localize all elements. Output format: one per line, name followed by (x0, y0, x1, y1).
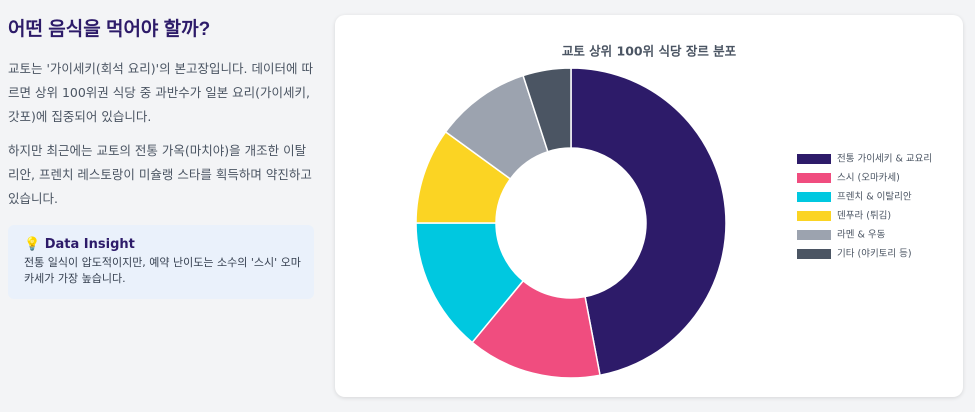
legend-label: 기타 (야키토리 등) (837, 249, 912, 260)
pie-slice (522, 67, 572, 153)
pie-slice (570, 67, 727, 377)
legend-label: 스시 (오마카세) (837, 173, 900, 184)
legend-label: 덴푸라 (튀김) (837, 210, 891, 222)
chart-title: 교토 상위 100위 식당 장르 분포 (562, 44, 737, 59)
page-title: 어떤 음식을 먹어야 할까? (8, 19, 211, 40)
insight-icon: 💡 (24, 237, 41, 252)
legend-label: 라멘 & 우동 (837, 230, 886, 241)
insight-text: 전통 일식이 압도적이지만, 예약 난이도는 소수의 '스시' 오마카세가 가장… (24, 256, 301, 285)
legend-swatch (797, 211, 831, 221)
legend-swatch (797, 192, 831, 202)
legend-swatch (797, 154, 831, 164)
insight-box: 💡 Data Insight 전통 일식이 압도적이지만, 예약 난이도는 소수… (8, 225, 314, 299)
legend-swatch (797, 173, 831, 183)
insight-heading: Data Insight (44, 237, 135, 252)
insight-title: 💡 Data Insight (24, 237, 304, 252)
legend-swatch (797, 230, 831, 240)
left-panel: 어떤 음식을 먹어야 할까? 교토는 '가이세키(회석 요리)'의 본고장입니다… (8, 14, 313, 221)
paragraph: 교토는 '가이세키(회석 요리)'의 본고장입니다. 데이터에 따르면 상위 1… (8, 61, 313, 124)
legend-label: 프렌치 & 이탈리안 (837, 191, 912, 203)
legend-swatch (797, 249, 831, 259)
paragraph: 하지만 최근에는 교토의 전통 가옥(마치야)을 개조한 이탈리안, 프렌치 레… (8, 143, 312, 206)
legend-label: 전통 가이세키 & 교요리 (837, 154, 932, 165)
